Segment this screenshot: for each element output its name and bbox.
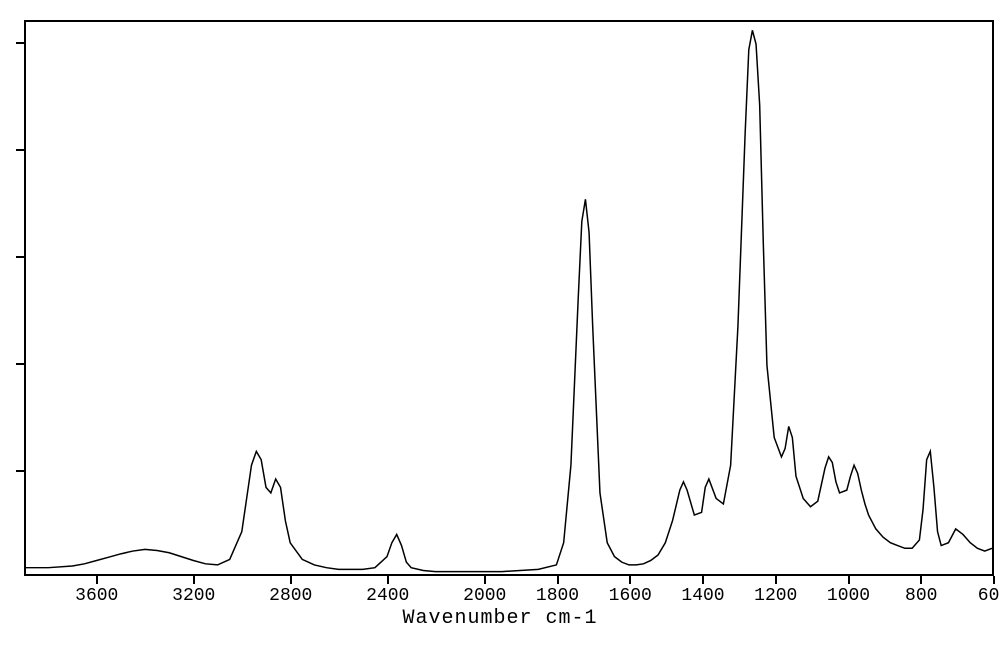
spectrum-chart: 3600 3200 2800 2400 2000 1800 1600 1400 1200 1000… (0, 0, 1000, 646)
x-tick-label: 600 (978, 586, 1000, 606)
x-tick (290, 576, 292, 584)
x-tick-label: 2800 (269, 586, 312, 606)
x-tick (96, 576, 98, 584)
y-tick (16, 363, 24, 365)
y-tick (16, 149, 24, 151)
spectrum-path (24, 30, 992, 571)
x-tick-label: 3200 (172, 586, 215, 606)
x-tick (193, 576, 195, 584)
x-tick (702, 576, 704, 584)
x-tick-label: 3600 (75, 586, 118, 606)
y-tick (16, 256, 24, 258)
y-tick (16, 42, 24, 44)
x-tick-label: 1200 (754, 586, 797, 606)
x-tick-label: 1400 (681, 586, 724, 606)
x-axis-label: Wavenumber cm-1 (402, 607, 597, 630)
x-tick (993, 576, 995, 584)
x-tick-label: 2000 (463, 586, 506, 606)
x-tick (848, 576, 850, 584)
x-tick (775, 576, 777, 584)
spectrum-line-svg (24, 22, 992, 576)
x-tick (387, 576, 389, 584)
x-tick (629, 576, 631, 584)
y-tick (16, 470, 24, 472)
x-tick (484, 576, 486, 584)
x-tick (557, 576, 559, 584)
x-tick-label: 1600 (609, 586, 652, 606)
x-tick-label: 800 (905, 586, 937, 606)
x-tick (920, 576, 922, 584)
x-tick-label: 2400 (366, 586, 409, 606)
plot-area: 3600320028002400200018001600140012001000… (24, 20, 994, 576)
x-tick-label: 1000 (827, 586, 870, 606)
x-tick-label: 1800 (536, 586, 579, 606)
